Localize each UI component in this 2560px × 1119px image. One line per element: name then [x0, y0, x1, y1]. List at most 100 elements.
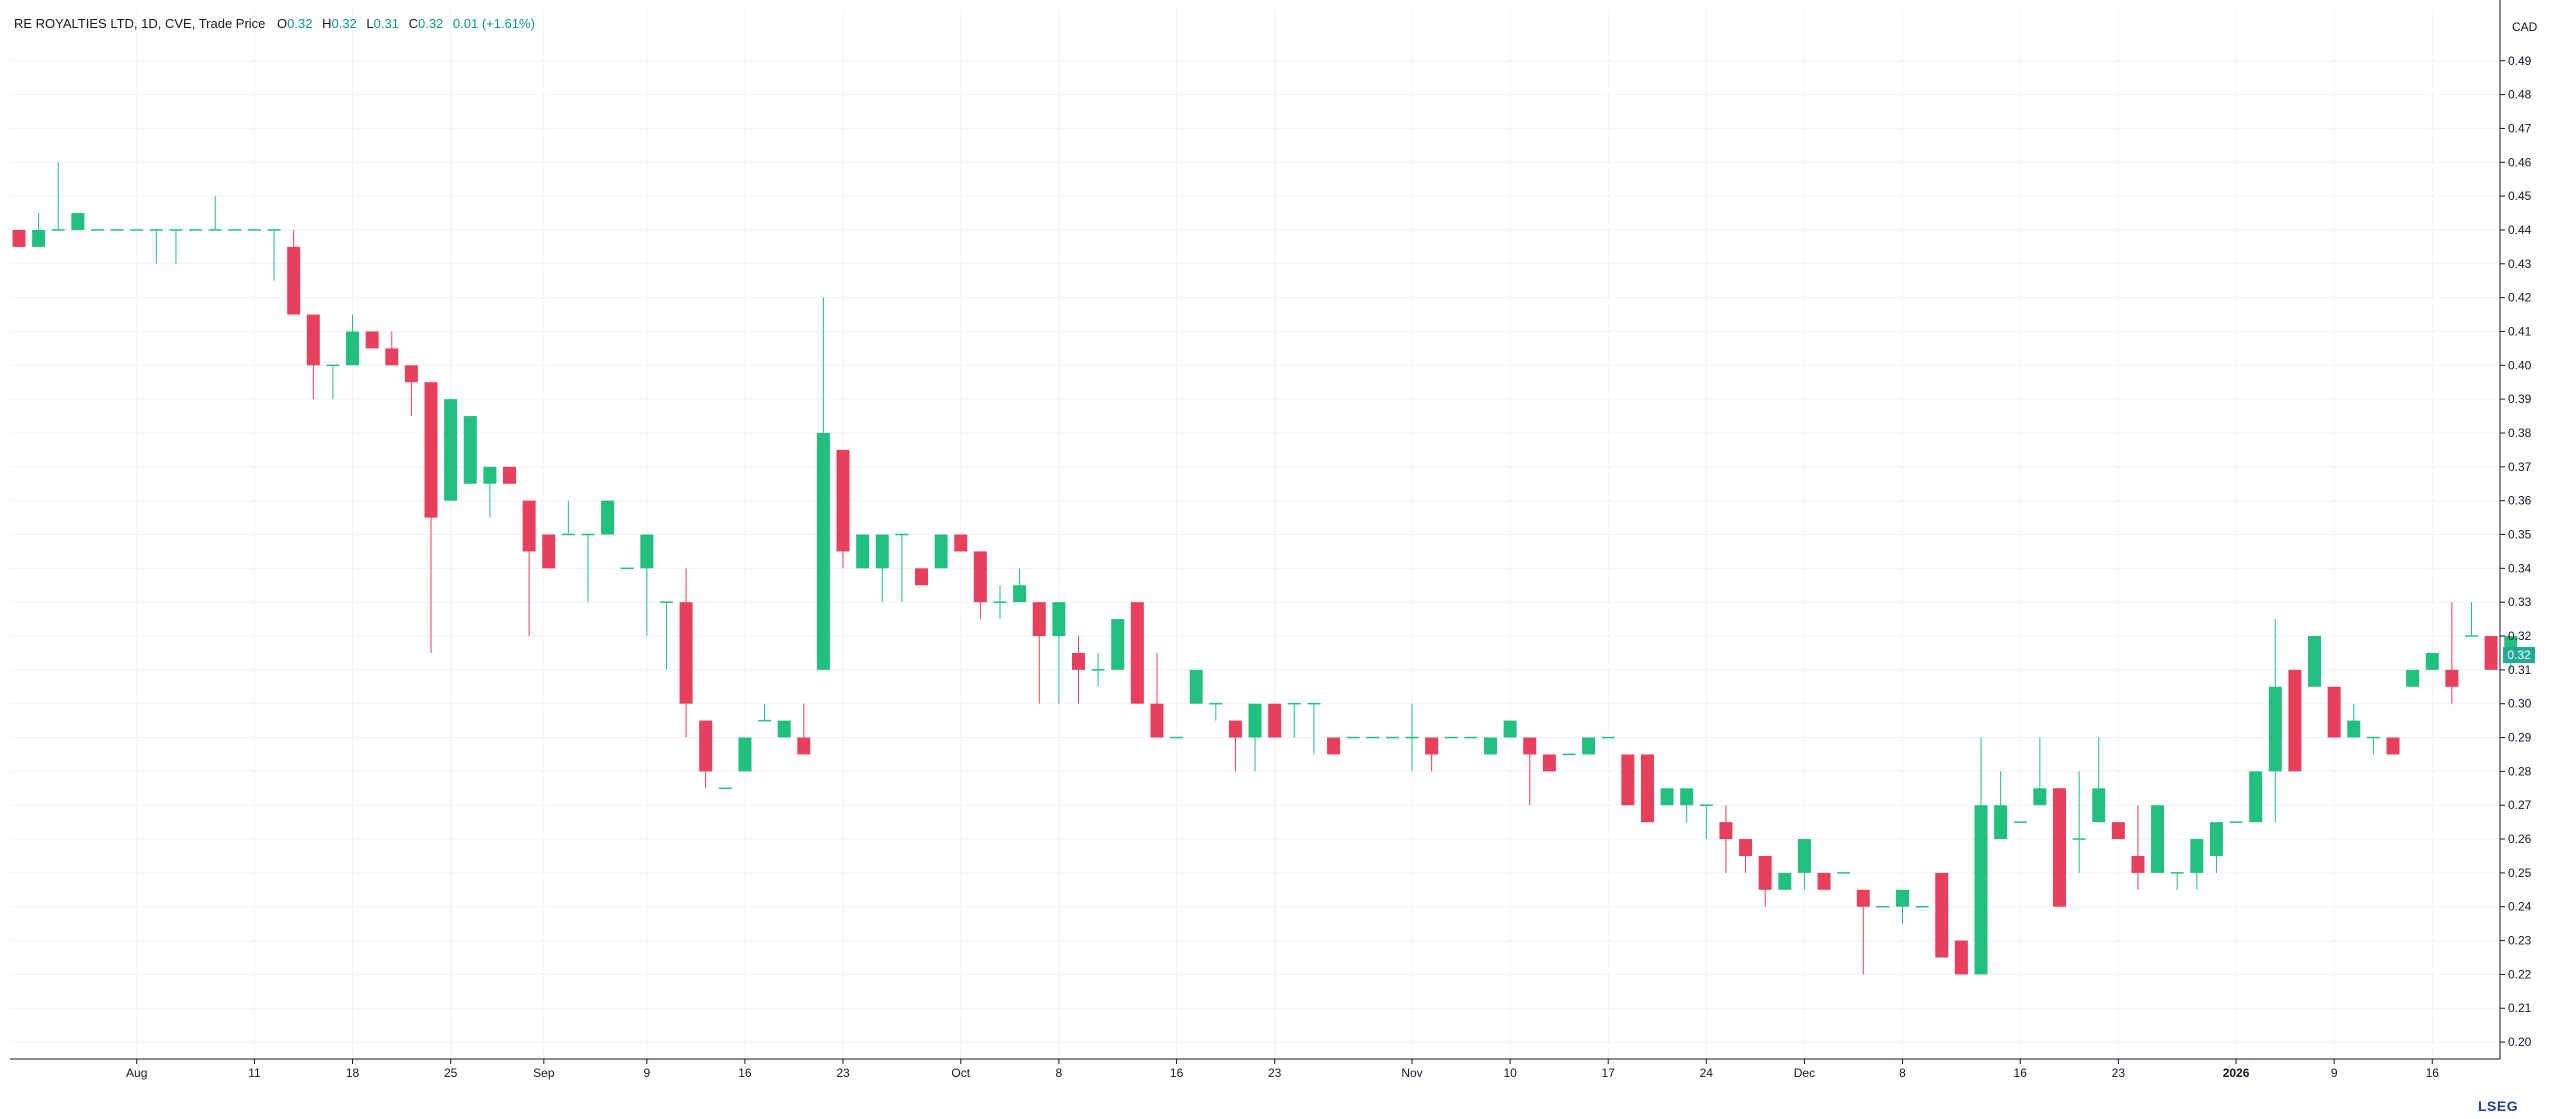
candle: [1719, 805, 1733, 873]
price-tick-label: 0.22: [2508, 967, 2532, 981]
candle-body: [522, 500, 536, 552]
candle: [1307, 702, 1321, 755]
candle: [1562, 753, 1576, 756]
candle-body: [1170, 736, 1184, 739]
candle-body: [2308, 636, 2322, 687]
candle: [71, 213, 85, 230]
candle: [483, 466, 497, 518]
candle-body: [1837, 872, 1851, 874]
candle-body: [1444, 736, 1458, 739]
candle: [1209, 702, 1223, 721]
candle: [267, 229, 281, 281]
candle: [2268, 619, 2282, 823]
axes: [10, 0, 2501, 1060]
candle: [2151, 805, 2165, 873]
time-tick-label: 8: [1899, 1066, 1906, 1080]
time-tick-label: Dec: [1794, 1066, 1815, 1080]
candle-body: [110, 229, 124, 231]
price-tick-label: 0.42: [2508, 291, 2532, 305]
candle: [424, 382, 438, 653]
time-tick-label: 11: [248, 1066, 261, 1080]
candle-body: [149, 229, 163, 231]
candle-body: [1817, 872, 1831, 890]
candle: [954, 534, 968, 552]
candle: [1484, 737, 1497, 755]
candle: [1935, 872, 1949, 958]
candle: [856, 534, 870, 569]
candle-body: [1385, 736, 1399, 739]
candle-body: [346, 331, 360, 366]
candle: [2308, 636, 2322, 687]
candle-body: [2151, 805, 2165, 873]
candle-body: [816, 432, 830, 670]
price-tick-label: 0.33: [2508, 595, 2532, 609]
candle: [2347, 703, 2361, 738]
price-tick-label: 0.29: [2508, 731, 2532, 745]
candle: [1856, 889, 1870, 975]
candle-body: [463, 416, 477, 484]
candle-body: [640, 534, 654, 569]
candle-body: [1287, 702, 1301, 705]
candle-body: [169, 229, 183, 231]
candle: [365, 331, 379, 349]
candle: [797, 703, 811, 755]
price-tick-label: 0.21: [2508, 1001, 2532, 1015]
price-tick-label: 0.39: [2508, 392, 2532, 406]
candle-body: [1071, 652, 1085, 670]
candle-body: [581, 533, 595, 536]
candle: [2072, 771, 2086, 873]
candle-body: [738, 737, 752, 772]
candle-body: [1228, 720, 1242, 738]
candle-body: [1111, 619, 1125, 670]
candle: [915, 568, 929, 586]
currency-label[interactable]: CAD: [2512, 20, 2538, 34]
candle-body: [2406, 669, 2420, 687]
time-tick-label: 23: [836, 1066, 850, 1080]
candle: [2229, 821, 2243, 823]
candle-body: [1209, 702, 1223, 705]
candle: [1542, 754, 1556, 772]
candle: [522, 500, 536, 637]
time-tick-label: 2026: [2223, 1066, 2250, 1080]
candle-body: [247, 229, 261, 231]
price-tick-label: 0.48: [2508, 88, 2532, 102]
time-tick-label: 25: [444, 1066, 458, 1080]
candle-body: [699, 720, 713, 772]
time-tick-label: 24: [1700, 1066, 1714, 1080]
candle: [2249, 771, 2263, 823]
low-label: L: [366, 16, 374, 31]
candle: [306, 314, 320, 400]
candle-body: [1562, 753, 1576, 756]
candle: [1170, 736, 1184, 739]
grid-lines: [10, 10, 2500, 1059]
price-tick-label: 0.25: [2508, 866, 2532, 880]
candle: [1621, 754, 1635, 806]
candle-body: [2445, 669, 2459, 687]
candle-body: [306, 314, 320, 366]
candle-body: [12, 229, 26, 247]
candle-body: [1013, 585, 1027, 603]
candle: [346, 314, 360, 366]
candle: [1444, 736, 1458, 739]
low-value: 0.31: [373, 16, 399, 31]
candle: [1111, 619, 1125, 670]
candle: [1071, 636, 1085, 704]
candle-body: [1974, 805, 1988, 975]
candle: [1523, 737, 1537, 806]
candle-body: [1896, 889, 1910, 907]
price-tick-label: 0.40: [2508, 358, 2532, 372]
time-tick-label: 10: [1503, 1066, 1517, 1080]
candle: [2406, 669, 2420, 687]
candle-body: [2013, 821, 2027, 823]
candle: [601, 500, 615, 535]
candle-body: [2465, 635, 2478, 637]
candle: [1601, 736, 1615, 739]
price-tick-label: 0.30: [2508, 697, 2532, 711]
candle: [679, 568, 693, 738]
candle-body: [2288, 669, 2302, 772]
candle-body: [1130, 602, 1144, 704]
candle: [738, 737, 752, 772]
candle: [1248, 703, 1262, 772]
close-label: C: [408, 16, 418, 31]
